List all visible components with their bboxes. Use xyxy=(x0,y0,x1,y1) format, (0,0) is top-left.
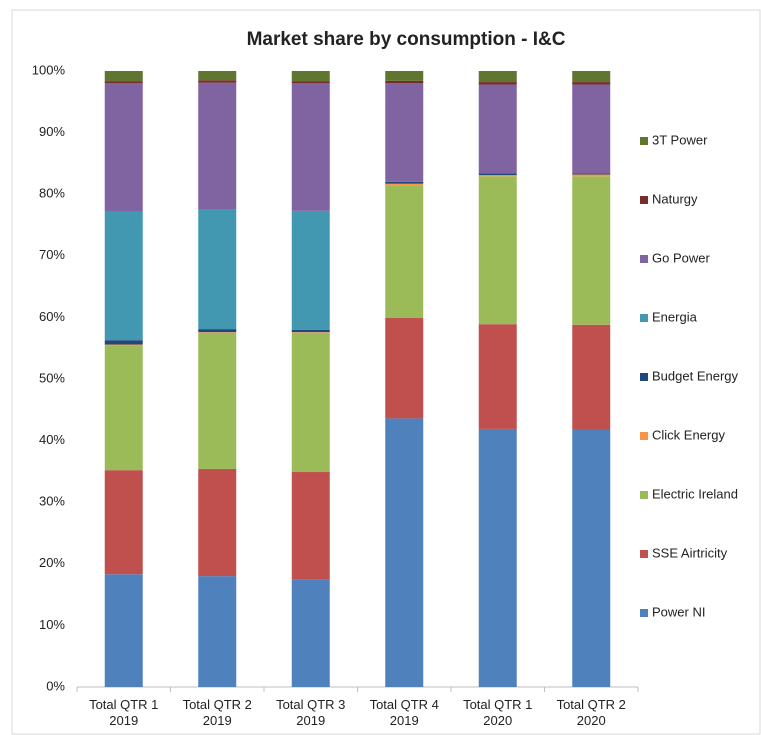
y-tick-label: 40% xyxy=(39,432,65,447)
legend-label: SSE Airtricity xyxy=(652,545,728,560)
bar-segment xyxy=(291,579,330,687)
bar-segment xyxy=(478,428,517,687)
legend-swatch xyxy=(640,255,648,263)
bar-segment xyxy=(104,470,143,575)
bar-segment xyxy=(572,173,611,175)
bar-segment xyxy=(198,332,237,333)
bar-segment xyxy=(572,71,611,83)
bar-segment xyxy=(104,81,143,84)
bar-segment xyxy=(104,345,143,471)
bar-segment xyxy=(104,574,143,687)
y-tick-label: 80% xyxy=(39,186,65,201)
legend-swatch xyxy=(640,491,648,499)
bar-segment xyxy=(385,80,424,84)
x-tick-label: Total QTR 3 2019 xyxy=(276,697,346,728)
bar-segment xyxy=(572,84,611,174)
legend-swatch xyxy=(640,550,648,558)
legend-label: Go Power xyxy=(652,250,710,265)
x-tick-label: Total QTR 2 2019 xyxy=(182,697,252,728)
bar-segment xyxy=(198,209,237,330)
bar-segment xyxy=(291,332,330,473)
bar-segment xyxy=(572,174,611,177)
bar-segment xyxy=(385,181,424,184)
bar-segment xyxy=(385,71,424,81)
legend-swatch xyxy=(640,609,648,617)
y-tick-label: 0% xyxy=(46,678,65,693)
legend-label: Energia xyxy=(652,309,698,324)
bar-segment xyxy=(198,71,237,81)
bar-segment xyxy=(291,83,330,211)
bar-segment xyxy=(385,83,424,182)
bar-segment xyxy=(385,185,424,319)
y-tick-label: 100% xyxy=(32,62,66,77)
legend-label: Budget Energy xyxy=(652,368,739,383)
bar-segment xyxy=(478,71,517,83)
y-tick-label: 30% xyxy=(39,494,65,509)
legend-label: Naturgy xyxy=(652,191,698,206)
x-tick-label: Total QTR 1 2019 xyxy=(89,697,159,728)
x-tick-label: Total QTR 1 2020 xyxy=(463,697,533,728)
bar-segment xyxy=(478,173,517,176)
y-tick-label: 20% xyxy=(39,555,65,570)
y-tick-label: 60% xyxy=(39,309,65,324)
legend-swatch xyxy=(640,314,648,322)
bar-segment xyxy=(572,176,611,325)
bar-segment xyxy=(291,329,330,333)
bar-segment xyxy=(104,340,143,345)
bar-segment xyxy=(198,329,237,333)
bar-segment xyxy=(478,84,517,174)
bar-segment xyxy=(291,71,330,82)
bar-segment xyxy=(572,82,611,85)
bar-segment xyxy=(478,175,517,177)
bar-segment xyxy=(198,82,237,210)
y-tick-label: 10% xyxy=(39,617,65,632)
bar-segment xyxy=(478,324,517,429)
bar-segment xyxy=(478,82,517,85)
bar-segment xyxy=(104,71,143,82)
bar-segment xyxy=(104,344,143,346)
bar-segment xyxy=(198,576,237,687)
bar-segment xyxy=(385,418,424,687)
bar-segment xyxy=(478,176,517,325)
bar-segment xyxy=(198,80,237,83)
chart-title: Market share by consumption - I&C xyxy=(247,29,566,50)
legend-swatch xyxy=(640,432,648,440)
bar-segment xyxy=(104,211,143,341)
bar-segment xyxy=(385,183,424,186)
bar-segment xyxy=(198,468,237,577)
legend-label: Power NI xyxy=(652,604,705,619)
bar-segment xyxy=(198,332,237,469)
bar-segment xyxy=(291,81,330,84)
bar-segment xyxy=(291,332,330,333)
bar-segment xyxy=(291,210,330,330)
legend-label: Electric Ireland xyxy=(652,486,738,501)
legend-swatch xyxy=(640,196,648,204)
legend-label: Click Energy xyxy=(652,427,725,442)
y-tick-label: 50% xyxy=(39,370,65,385)
y-tick-label: 70% xyxy=(39,247,65,262)
bar-segment xyxy=(385,318,424,419)
x-tick-label: Total QTR 2 2020 xyxy=(556,697,626,728)
bar-segment xyxy=(291,472,330,580)
legend-label: 3T Power xyxy=(652,132,708,147)
bar-segment xyxy=(572,324,611,430)
x-tick-label: Total QTR 4 2019 xyxy=(369,697,439,728)
y-tick-label: 90% xyxy=(39,124,65,139)
legend-swatch xyxy=(640,373,648,381)
bar-segment xyxy=(572,429,611,687)
legend-swatch xyxy=(640,137,648,145)
bar-segment xyxy=(104,83,143,212)
